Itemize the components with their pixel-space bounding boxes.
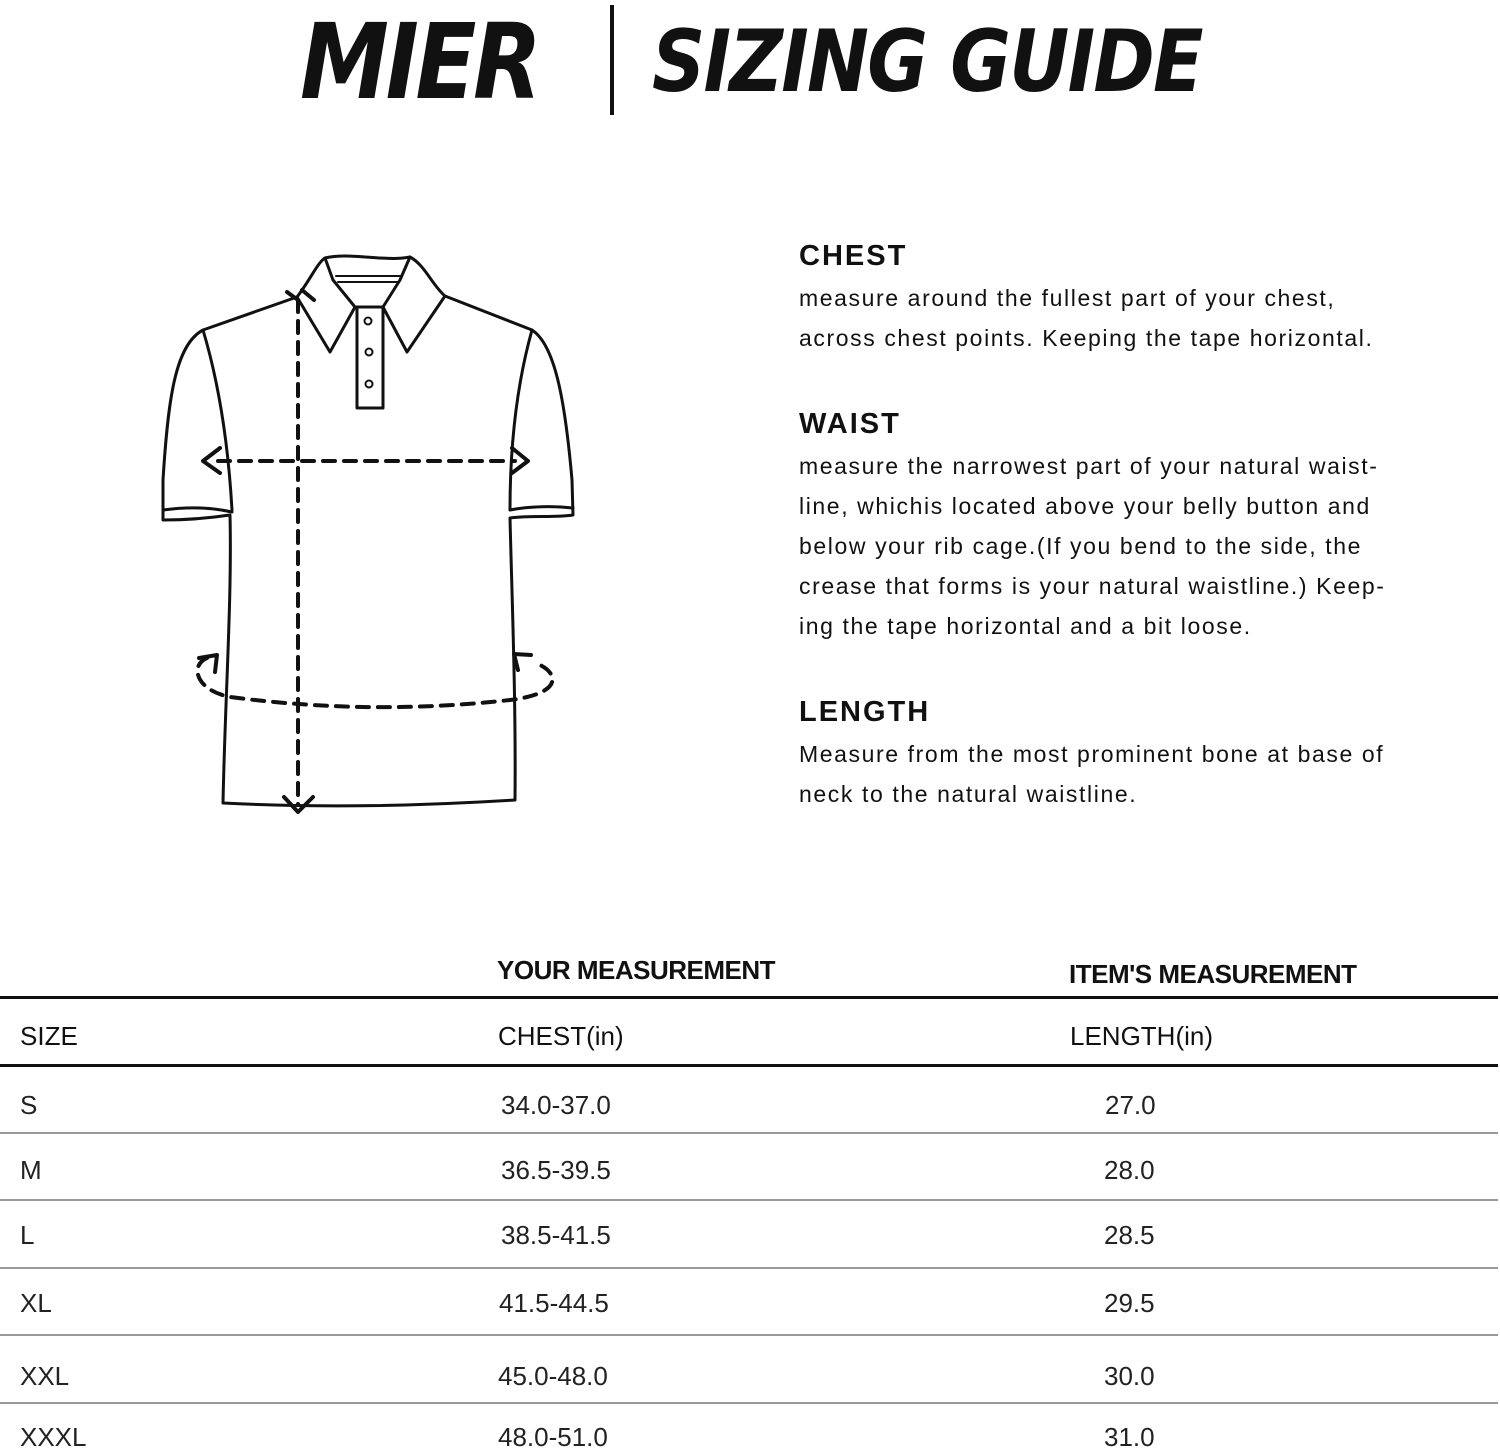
group-header-your-measurement: YOUR MEASUREMENT (497, 955, 776, 985)
length-cell: 28.5 (1104, 1220, 1155, 1250)
group-header-item-measurement: ITEM'S MEASUREMENT (1069, 959, 1357, 989)
chest-cell: 34.0-37.0 (501, 1090, 611, 1120)
chest-heading: CHEST (799, 240, 908, 272)
row-divider (0, 1132, 1498, 1134)
size-cell: M (20, 1155, 42, 1185)
length-cell: 28.0 (1104, 1155, 1155, 1185)
size-cell: L (20, 1220, 35, 1250)
waist-heading: WAIST (799, 408, 901, 440)
length-cell: 30.0 (1104, 1361, 1155, 1391)
title-divider (610, 5, 614, 115)
chest-cell: 41.5-44.5 (499, 1288, 609, 1318)
row-divider (0, 1199, 1498, 1201)
size-cell: XXXL (20, 1422, 87, 1452)
size-cell: XXL (20, 1361, 70, 1391)
column-header-size: SIZE (20, 1021, 78, 1051)
page-title: SIZING GUIDE (652, 12, 1204, 112)
length-measure-line (282, 288, 316, 814)
chest-measure-line (201, 446, 530, 475)
length-cell: 27.0 (1105, 1090, 1156, 1120)
length-heading: LENGTH (799, 696, 931, 728)
column-header-chest: CHEST(in) (498, 1021, 624, 1051)
brand-logo: MIER (300, 1, 542, 123)
length-cell: 29.5 (1104, 1288, 1155, 1318)
chest-cell: 38.5-41.5 (501, 1220, 611, 1250)
row-divider (0, 1267, 1498, 1269)
table-divider (0, 996, 1498, 999)
row-divider (0, 1402, 1498, 1404)
length-description: Measure from the most prominent bone at … (799, 741, 1385, 807)
size-cell: S (20, 1090, 38, 1120)
waist-description: measure the narrowest part of your natur… (799, 453, 1386, 639)
column-header-length: LENGTH(in) (1070, 1021, 1214, 1051)
chest-cell: 36.5-39.5 (501, 1155, 611, 1185)
chest-cell: 45.0-48.0 (498, 1361, 608, 1391)
waist-measure-line (195, 652, 555, 710)
length-cell: 31.0 (1104, 1422, 1155, 1452)
shirt-outline (161, 254, 575, 808)
row-divider (0, 1334, 1498, 1336)
chest-cell: 48.0-51.0 (498, 1422, 608, 1452)
chest-description: measure around the fullest part of your … (799, 285, 1374, 351)
size-cell: XL (20, 1288, 52, 1318)
table-divider (0, 1064, 1498, 1067)
